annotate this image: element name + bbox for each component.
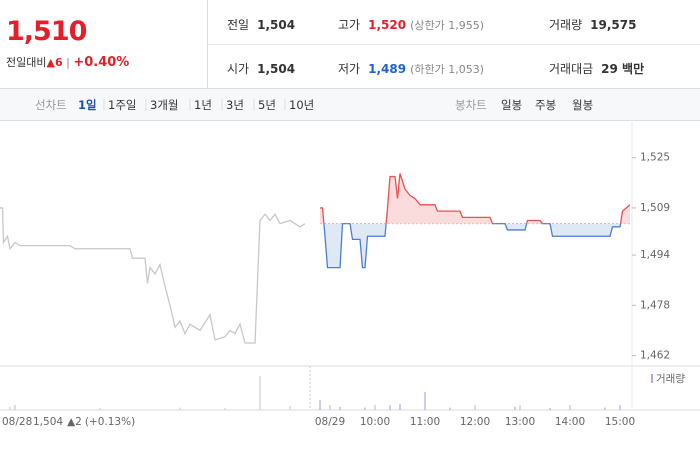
period-tab[interactable]: 3개월: [150, 98, 179, 112]
period-tab[interactable]: 5년: [258, 98, 276, 112]
y-tick-label: 1,509: [640, 202, 670, 214]
x-tick-label: 08/29: [315, 416, 345, 428]
period-tab[interactable]: 3년: [226, 98, 244, 112]
change: 전일대비▲6 | +0.40%: [6, 55, 130, 70]
stat: 거래량 19,575: [549, 16, 636, 33]
period-tab[interactable]: 1년: [194, 98, 212, 112]
y-tick-label: 1,478: [640, 299, 670, 311]
stat-label: 거래량: [549, 18, 583, 32]
volume-bar: [449, 407, 451, 410]
price: 1,510: [6, 16, 87, 47]
stat: 시가 1,504: [227, 60, 295, 77]
stat-value: 19,575: [590, 18, 637, 32]
volume-bar: [9, 406, 11, 410]
x-tick-label: 10:00: [360, 416, 390, 428]
separator: |: [188, 97, 192, 111]
stat-value: 1,520: [368, 18, 407, 32]
separator: |: [220, 97, 224, 111]
separator: |: [102, 97, 106, 111]
stat: 저가 1,489 (하한가 1,053): [338, 60, 484, 77]
x-tick-label: 12:00: [460, 416, 490, 428]
stat-value: 1,504: [257, 62, 296, 76]
volume-bar: [364, 407, 366, 410]
prev-close: 1,504: [33, 416, 63, 428]
price-line-below: [323, 223, 622, 269]
separator: |: [252, 97, 256, 111]
stat: 거래대금 29 백만: [549, 60, 644, 77]
volume-bar: [424, 392, 426, 410]
volume-bar: [179, 407, 181, 410]
change-label: 전일대비: [6, 56, 47, 69]
volume-bar: [99, 408, 101, 410]
volume-bar: [389, 405, 391, 410]
volume-bar: [259, 376, 261, 410]
volume-bar: [514, 406, 516, 410]
candle-tab[interactable]: 일봉: [501, 98, 523, 112]
x-tick-label: 11:00: [410, 416, 440, 428]
y-tick-label: 1,462: [640, 350, 670, 362]
stat-label: 전일: [227, 18, 250, 32]
period-tab[interactable]: 1일: [78, 98, 97, 112]
x-tick-label: 14:00: [555, 416, 585, 428]
change-pct: +0.40%: [73, 55, 130, 70]
stat: 고가 1,520 (상한가 1,955): [338, 16, 484, 33]
stat-note: (상한가 1,955): [410, 19, 484, 32]
prev-arrow: ▲: [67, 416, 76, 428]
volume-bar: [399, 404, 401, 410]
y-tick-label: 1,525: [640, 152, 670, 164]
x-tick-label: 08/28: [2, 416, 32, 428]
stat-label: 저가: [338, 62, 361, 76]
volume-bar: [289, 406, 291, 410]
prev-change: 2: [75, 416, 82, 428]
stat-note: (하한가 1,053): [410, 63, 484, 76]
x-tick-label: 13:00: [505, 416, 535, 428]
volume-bar: [549, 408, 551, 410]
period-tab[interactable]: 1주일: [108, 98, 137, 112]
candle-tab[interactable]: 주봉: [535, 98, 557, 112]
volume-bar: [224, 408, 226, 410]
y-tick-label: 1,494: [640, 249, 670, 261]
stat-value: 1,489: [368, 62, 407, 76]
candle-tab[interactable]: 월봉: [572, 98, 594, 112]
period-tab[interactable]: 10년: [289, 98, 315, 112]
stat-label: 시가: [227, 62, 250, 76]
change-arrow: ▲: [46, 56, 55, 69]
tab-bar: 선차트 1일 1주일 | 3개월 | 1년 | 3년 | 5년 | 10년 | 봉차트 일봉 주봉 월봉: [0, 89, 700, 121]
volume-bar: [604, 407, 606, 410]
prev-pct: (+0.13%): [85, 416, 135, 428]
separator: |: [283, 97, 287, 111]
stat: 전일 1,504: [227, 16, 295, 33]
stat-label: 거래대금: [549, 62, 594, 76]
stat-value: 1,504: [257, 18, 296, 32]
tab-label: 선차트: [35, 98, 67, 112]
tab-label: 봉차트: [455, 98, 487, 112]
separator: |: [144, 97, 148, 111]
header: 1,510 전일대비▲6 | +0.40% 전일 1,504 고가 1,520 (상한가…: [0, 0, 700, 89]
volume-bar: [319, 400, 321, 410]
stat-value: 29 백만: [601, 62, 645, 76]
change-value: 6: [54, 56, 63, 69]
legend-label: 거래량: [656, 373, 685, 385]
volume-bar: [339, 406, 341, 410]
stat-label: 고가: [338, 18, 361, 32]
prev-price-line: [0, 207, 306, 344]
area-above: [320, 173, 630, 224]
volume-bar: [619, 405, 621, 410]
legend-swatch: [651, 374, 653, 383]
prev-day-info: 1,504 ▲2 (+0.13%): [33, 416, 135, 428]
x-tick-label: 15:00: [605, 416, 635, 428]
